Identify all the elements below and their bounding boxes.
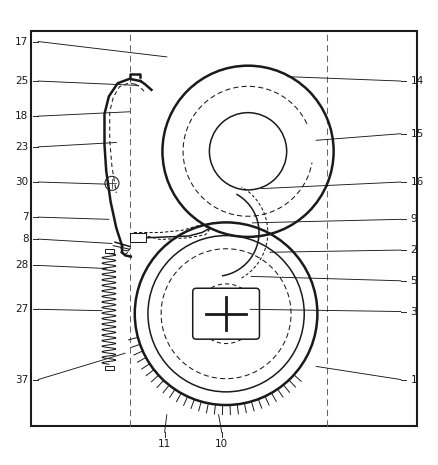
- Text: 5: 5: [410, 276, 416, 286]
- Text: 11: 11: [158, 439, 171, 449]
- Text: 1: 1: [410, 375, 416, 385]
- Text: 27: 27: [15, 304, 28, 314]
- Text: 9: 9: [410, 214, 416, 224]
- Text: 8: 8: [22, 234, 28, 244]
- Text: 25: 25: [15, 76, 28, 86]
- Text: 17: 17: [15, 37, 28, 46]
- Text: 14: 14: [410, 76, 423, 86]
- Text: 7: 7: [22, 212, 28, 222]
- Text: 3: 3: [410, 306, 416, 317]
- FancyBboxPatch shape: [192, 288, 259, 339]
- Bar: [105, 365, 114, 370]
- Text: 2: 2: [410, 245, 416, 255]
- Bar: [105, 249, 114, 253]
- Text: 28: 28: [15, 260, 28, 271]
- Text: 23: 23: [15, 142, 28, 152]
- Text: 16: 16: [410, 177, 423, 187]
- Bar: [129, 233, 146, 242]
- Text: 15: 15: [410, 129, 423, 139]
- Text: 37: 37: [15, 375, 28, 385]
- Text: 10: 10: [215, 439, 228, 449]
- Bar: [31, 31, 416, 425]
- Text: 30: 30: [15, 177, 28, 187]
- Text: 18: 18: [15, 111, 28, 121]
